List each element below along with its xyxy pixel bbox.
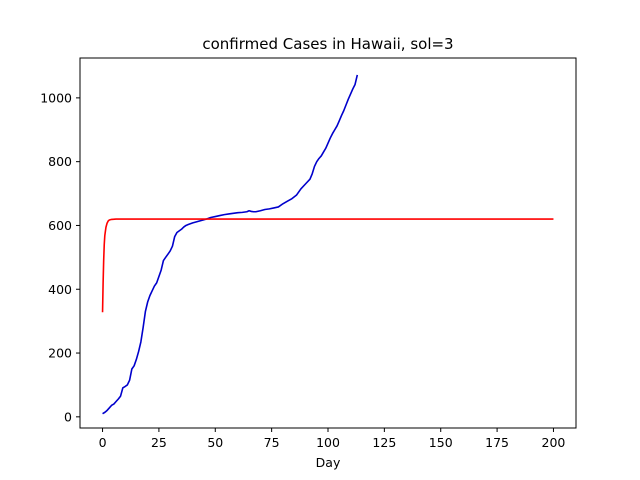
y-tick-label: 1000: [40, 90, 72, 105]
x-tick-label: 50: [207, 435, 223, 450]
x-tick-label: 125: [372, 435, 396, 450]
y-tick-label: 0: [64, 409, 72, 424]
y-tick-label: 800: [48, 154, 72, 169]
x-tick-label: 0: [99, 435, 107, 450]
y-tick-label: 200: [48, 346, 72, 361]
y-tick-label: 400: [48, 282, 72, 297]
series-layer: [101, 74, 554, 415]
x-tick-label: 75: [264, 435, 280, 450]
x-axis: 0 25 50 75 100 125 150 175 200: [99, 428, 566, 450]
x-tick-label: 100: [316, 435, 340, 450]
y-axis: 0 200 400 600 800 1000: [40, 90, 80, 424]
chart-title: confirmed Cases in Hawaii, sol=3: [202, 35, 453, 53]
y-tick-label: 600: [48, 218, 72, 233]
x-tick-label: 175: [485, 435, 509, 450]
series-line-2: [101, 218, 554, 313]
x-tick-label: 200: [542, 435, 566, 450]
x-tick-label: 25: [151, 435, 167, 450]
series-line-1: [102, 74, 359, 415]
x-tick-label: 150: [429, 435, 453, 450]
x-axis-label: Day: [316, 455, 341, 470]
